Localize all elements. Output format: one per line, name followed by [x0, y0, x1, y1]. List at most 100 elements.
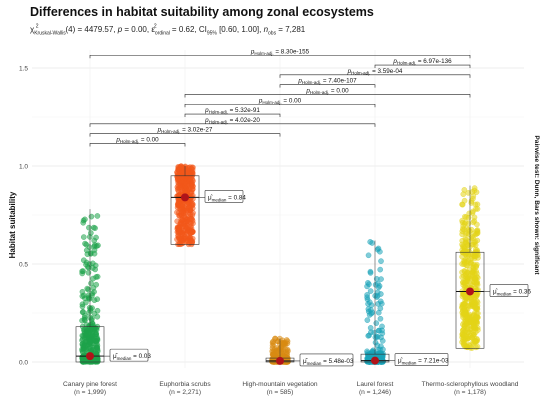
comparison-bracket	[89, 133, 281, 137]
data-point	[460, 279, 466, 286]
median-label: μ̂median = 0.36	[493, 288, 531, 296]
data-point	[474, 279, 480, 285]
chart-title: Differences in habitat suitability among…	[30, 5, 374, 19]
data-point	[377, 305, 384, 312]
data-point	[468, 226, 475, 233]
comparison-bracket	[89, 54, 471, 59]
data-point	[461, 257, 467, 264]
data-point	[90, 285, 97, 291]
data-point	[85, 286, 92, 293]
y-tick-label: 1.5	[19, 65, 28, 72]
data-point	[80, 234, 87, 240]
data-point	[470, 195, 476, 202]
data-point	[80, 342, 86, 349]
comparison-p-label: pHolm-adj. = 4.02e-20	[204, 117, 260, 125]
data-point	[89, 315, 95, 322]
data-point	[474, 343, 481, 350]
data-point	[369, 240, 375, 246]
data-point	[473, 304, 479, 311]
data-point	[474, 337, 481, 343]
data-point	[183, 185, 189, 191]
data-point	[176, 198, 183, 205]
data-point	[370, 347, 376, 354]
data-point	[378, 334, 384, 341]
data-point	[375, 245, 382, 252]
data-point	[82, 240, 88, 247]
data-point	[272, 335, 279, 342]
comparison-bracket	[184, 113, 281, 118]
median-label: μ̂median = 7.21e-03	[398, 358, 449, 366]
data-point	[94, 336, 101, 342]
data-point	[183, 223, 190, 229]
comparison-p-label: pHolm-adj. = 7.40e-107	[297, 78, 357, 86]
data-point	[460, 314, 466, 321]
comparison-bracket	[184, 94, 471, 98]
right-axis-label: Pairwise test: Dunn, Bars shown: signifi…	[533, 135, 540, 275]
median-label-box	[109, 348, 149, 362]
data-point	[461, 243, 467, 250]
data-point	[375, 284, 382, 291]
median-label-box	[489, 284, 529, 297]
data-point	[474, 314, 480, 320]
data-point	[83, 247, 90, 254]
data-point	[463, 321, 469, 328]
median-label-box	[394, 353, 449, 366]
y-tick-label: 0.5	[19, 261, 28, 268]
data-point	[175, 176, 181, 182]
data-point	[467, 276, 474, 282]
box-plots: μ̂median = 0.03 μ̂median = 0.84 μ̂median =…	[75, 166, 531, 367]
comparison-p-label: pHolm-adj. = 0.00	[258, 97, 302, 105]
comparison-bracket	[89, 123, 376, 127]
median-point	[181, 193, 189, 202]
data-point	[377, 298, 384, 305]
data-point	[175, 164, 182, 171]
data-point	[93, 344, 100, 351]
data-point	[377, 266, 384, 273]
data-point	[184, 207, 190, 214]
data-point	[474, 325, 481, 331]
data-point	[465, 333, 471, 340]
data-point	[459, 228, 466, 235]
data-point	[83, 261, 89, 268]
data-point	[184, 172, 190, 178]
comparison-p-label: pHolm-adj. = 3.59e-04	[347, 68, 403, 76]
data-point	[461, 220, 468, 227]
comparison-p-label: pHolm-adj. = 5.32e-91	[204, 107, 260, 115]
data-point	[459, 201, 465, 208]
x-category-count: (n = 1,178)	[454, 389, 486, 396]
x-category-label: Thermo-sclerophyllous woodland	[422, 381, 519, 388]
comparison-bracket	[279, 74, 471, 78]
data-point	[378, 258, 384, 264]
data-point	[176, 227, 182, 233]
data-point	[86, 224, 92, 231]
data-point	[474, 228, 481, 235]
data-point	[93, 243, 100, 249]
data-point	[93, 234, 99, 241]
data-point	[82, 216, 88, 223]
median-label-box	[299, 353, 354, 367]
data-point	[366, 312, 373, 318]
median-point	[86, 352, 94, 361]
data-point	[472, 201, 479, 208]
axis-labels: 0.0 0.5 1.0 1.5 Canary pine forest(n = 1,999…	[19, 65, 519, 396]
data-point	[461, 340, 467, 347]
median-label: μ̂median = 0.84	[208, 194, 246, 202]
data-point	[188, 215, 195, 222]
data-point	[470, 235, 477, 241]
data-point	[93, 274, 99, 280]
data-point	[189, 235, 196, 242]
data-point	[184, 237, 191, 243]
y-axis-label: Habitat suitability	[8, 191, 17, 258]
comparison-p-label: pHolm-adj. = 0.00	[305, 87, 349, 95]
data-point	[83, 331, 90, 337]
x-category-count: (n = 2,271)	[169, 389, 201, 396]
x-category-label: Euphorbia scrubs	[159, 381, 211, 388]
data-point	[469, 269, 475, 276]
data-point	[280, 352, 286, 359]
data-point	[373, 320, 380, 326]
data-point	[189, 179, 195, 186]
data-point	[85, 292, 92, 299]
data-point	[366, 332, 372, 339]
data-point	[273, 345, 280, 351]
